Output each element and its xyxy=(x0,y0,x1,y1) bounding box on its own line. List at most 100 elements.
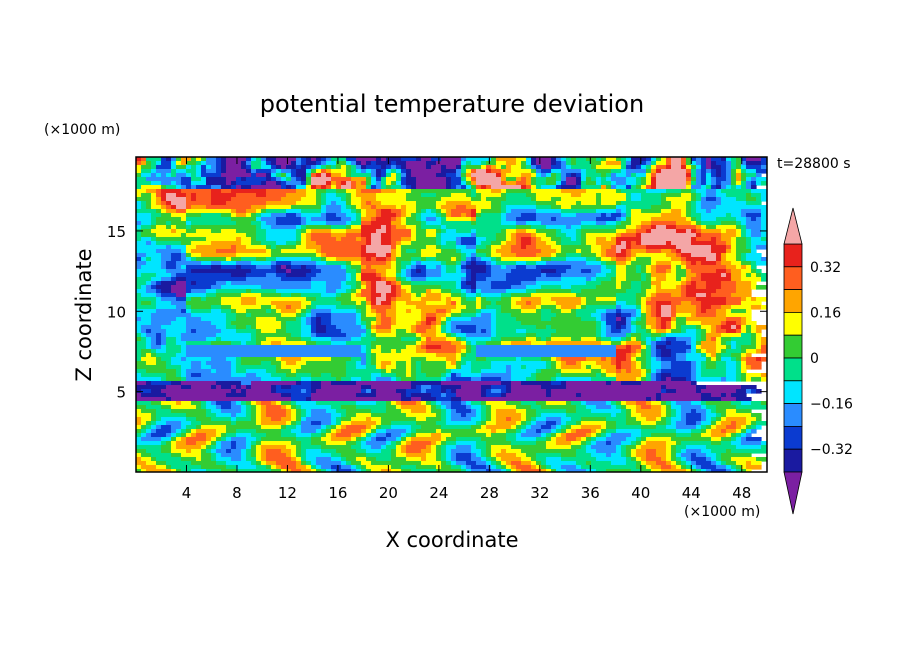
heatmap-cell xyxy=(151,281,157,286)
heatmap-cell xyxy=(716,421,722,426)
heatmap-cell xyxy=(406,413,437,418)
heatmap-cell xyxy=(396,165,402,170)
heatmap-cell xyxy=(651,349,657,354)
heatmap-cell xyxy=(211,385,217,390)
heatmap-cell xyxy=(446,265,457,270)
heatmap-cell xyxy=(376,345,382,350)
heatmap-cell xyxy=(166,261,177,266)
heatmap-cell xyxy=(211,201,227,206)
heatmap-cell xyxy=(441,441,447,446)
heatmap-cell xyxy=(276,369,292,374)
heatmap-cell xyxy=(371,205,377,210)
heatmap-cell xyxy=(396,253,402,258)
heatmap-cell xyxy=(476,461,487,466)
heatmap-cell xyxy=(521,281,537,286)
heatmap-cell xyxy=(441,449,447,454)
heatmap-cell xyxy=(411,261,417,266)
heatmap-cell xyxy=(356,157,377,162)
heatmap-cell xyxy=(291,417,297,422)
heatmap-cell xyxy=(216,401,232,406)
heatmap-cell xyxy=(531,169,537,174)
heatmap-cell xyxy=(706,457,712,462)
heatmap-cell xyxy=(261,421,287,426)
heatmap-cell xyxy=(636,269,642,274)
heatmap-cell xyxy=(236,313,247,318)
heatmap-cell xyxy=(716,413,722,418)
heatmap-cell xyxy=(656,157,662,162)
heatmap-cell xyxy=(686,157,692,162)
heatmap-cell xyxy=(476,421,482,426)
heatmap-cell xyxy=(491,281,522,286)
heatmap-cell xyxy=(421,221,427,226)
heatmap-cell xyxy=(136,217,152,222)
heatmap-cell xyxy=(631,353,637,358)
heatmap-cell xyxy=(301,181,307,186)
heatmap-cell xyxy=(491,273,507,278)
heatmap-cell xyxy=(631,257,637,262)
heatmap-cell xyxy=(666,165,672,170)
heatmap-cell xyxy=(271,161,277,166)
heatmap-cell xyxy=(751,333,757,338)
heatmap-cell xyxy=(186,353,367,358)
heatmap-cell xyxy=(351,221,362,226)
heatmap-cell xyxy=(716,241,727,246)
heatmap-cell xyxy=(396,365,407,370)
heatmap-cell xyxy=(326,469,332,472)
heatmap-cell xyxy=(296,437,312,442)
heatmap-cell xyxy=(196,245,232,250)
heatmap-cell xyxy=(306,237,312,242)
heatmap-cell xyxy=(286,269,292,274)
heatmap-cell xyxy=(521,309,537,314)
heatmap-cell xyxy=(701,449,712,454)
heatmap-cell xyxy=(456,457,472,462)
heatmap-cell xyxy=(656,369,662,374)
heatmap-cell xyxy=(721,233,737,238)
heatmap-cell xyxy=(561,209,597,214)
heatmap-cell xyxy=(151,389,162,394)
heatmap-cell xyxy=(261,453,267,458)
heatmap-cell xyxy=(416,213,422,218)
heatmap-cell xyxy=(486,405,492,410)
heatmap-cell xyxy=(671,465,677,470)
heatmap-cell xyxy=(721,377,727,382)
heatmap-cell xyxy=(256,233,267,238)
heatmap-cell xyxy=(736,409,752,414)
heatmap-cell xyxy=(406,249,417,254)
heatmap-cell xyxy=(426,257,437,262)
heatmap-cell xyxy=(291,457,297,462)
heatmap-cell xyxy=(481,405,487,410)
heatmap-cell xyxy=(446,361,452,366)
heatmap-cell xyxy=(451,325,457,330)
heatmap-cell xyxy=(286,445,297,450)
heatmap-cell xyxy=(321,469,327,472)
heatmap-cell xyxy=(446,181,452,186)
heatmap-cell xyxy=(371,233,382,238)
heatmap-cell xyxy=(601,193,627,198)
heatmap-cell xyxy=(236,325,247,330)
heatmap-cell xyxy=(351,277,357,282)
heatmap-cell xyxy=(441,417,447,422)
heatmap-cell xyxy=(696,233,702,238)
heatmap-cell xyxy=(761,445,767,450)
heatmap-cell xyxy=(386,313,397,318)
heatmap-cell xyxy=(426,233,437,238)
heatmap-cell xyxy=(746,221,762,226)
heatmap-cell xyxy=(371,181,377,186)
heatmap-cell xyxy=(516,237,522,242)
heatmap-cell xyxy=(651,261,657,266)
heatmap-cell xyxy=(371,429,377,434)
heatmap-cell xyxy=(141,389,152,394)
heatmap-cell xyxy=(416,217,422,222)
heatmap-cell xyxy=(261,181,267,186)
heatmap-cell xyxy=(251,221,262,226)
heatmap-cell xyxy=(371,309,377,314)
heatmap-cell xyxy=(731,245,737,250)
heatmap-cell xyxy=(666,337,677,342)
heatmap-cell xyxy=(326,289,337,294)
heatmap-cell xyxy=(561,229,577,234)
heatmap-cell xyxy=(586,441,592,446)
heatmap-cell xyxy=(761,349,767,354)
heatmap-cell xyxy=(371,305,392,310)
heatmap-cell xyxy=(526,417,532,422)
heatmap-cell xyxy=(296,381,302,386)
